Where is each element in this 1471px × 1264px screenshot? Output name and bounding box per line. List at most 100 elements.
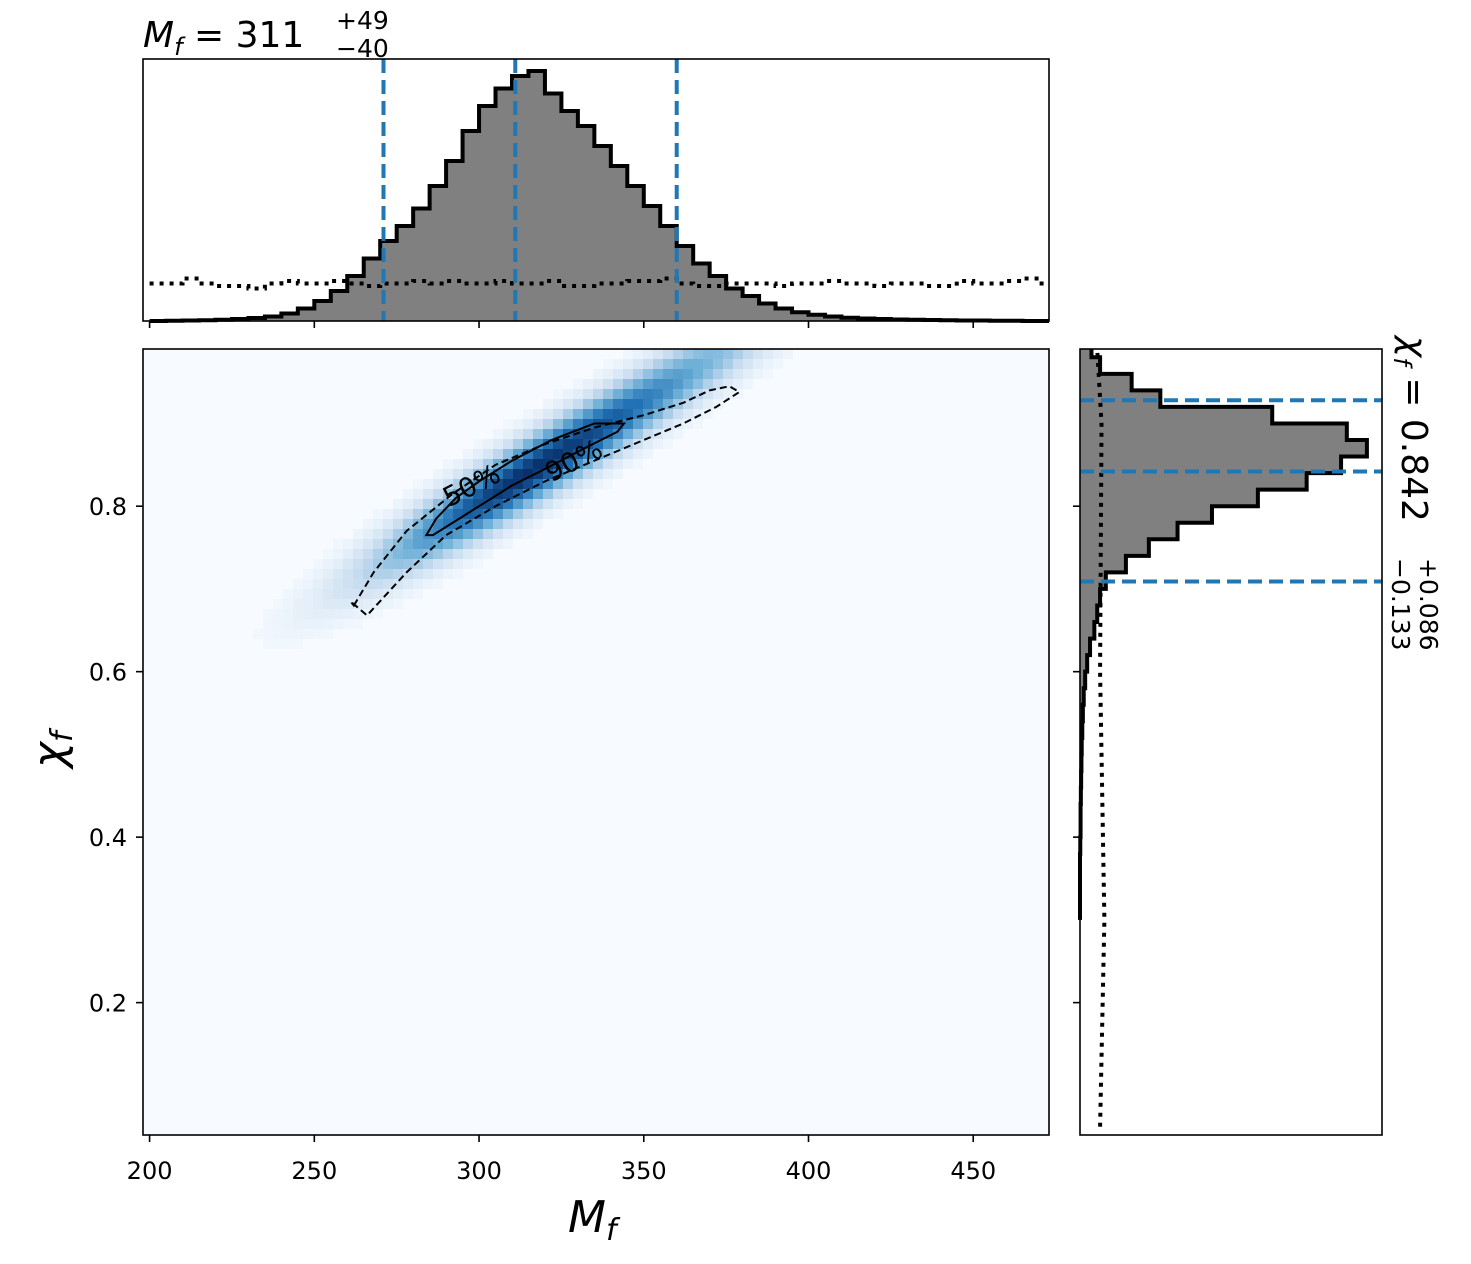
density-cell xyxy=(343,619,353,629)
density-cell xyxy=(453,509,463,519)
density-cell xyxy=(433,579,443,589)
density-cell xyxy=(763,349,773,359)
density-cell xyxy=(503,469,513,479)
density-cell xyxy=(603,459,613,469)
density-cell xyxy=(483,459,493,469)
density-cell xyxy=(273,639,283,649)
density-cell xyxy=(323,559,333,569)
density-cell xyxy=(603,479,613,489)
density-cell xyxy=(393,559,403,569)
density-cell xyxy=(593,469,603,479)
density-cell xyxy=(453,469,463,479)
density-cell xyxy=(483,519,493,529)
density-cell xyxy=(393,519,403,529)
density-cell xyxy=(343,599,353,609)
density-cell xyxy=(463,539,473,549)
density-cell xyxy=(693,419,703,429)
density-cell xyxy=(403,499,413,509)
density-cell xyxy=(483,529,493,539)
density-cell xyxy=(253,629,263,639)
density-cell xyxy=(263,629,273,639)
ytick-label-2: 0.6 xyxy=(89,659,127,687)
contour-90 xyxy=(349,385,742,617)
density-cell xyxy=(313,619,323,629)
density-cell xyxy=(483,449,493,459)
density-cell xyxy=(413,579,423,589)
density-cell xyxy=(593,439,603,449)
density-cell xyxy=(443,559,453,569)
density-cell xyxy=(433,499,443,509)
density-cell xyxy=(643,399,653,409)
y-axis-label-sub: f xyxy=(45,727,80,742)
density-cell xyxy=(663,419,673,429)
density-cell xyxy=(513,419,523,429)
density-cell xyxy=(333,549,343,559)
density-cell xyxy=(453,559,463,569)
density-cell xyxy=(453,569,463,579)
density-cell xyxy=(713,359,723,369)
density-cell xyxy=(303,629,313,639)
density-cell xyxy=(373,579,383,589)
density-cell xyxy=(493,539,503,549)
density-cell xyxy=(513,469,523,479)
density-cell xyxy=(733,369,743,379)
density-cell xyxy=(643,429,653,439)
density-cell xyxy=(553,419,563,429)
density-cell xyxy=(693,349,703,359)
right-histogram-edge xyxy=(1078,349,1369,920)
density-cell xyxy=(603,399,613,409)
density-cell xyxy=(573,409,583,419)
density-cell xyxy=(753,369,763,379)
density-cell xyxy=(473,519,483,529)
density-cell xyxy=(443,499,453,509)
density-cell xyxy=(303,579,313,589)
density-cell xyxy=(333,569,343,579)
density-cell xyxy=(593,409,603,419)
density-cell xyxy=(343,579,353,589)
density-cell xyxy=(473,449,483,459)
density-cell xyxy=(513,439,523,449)
density-cell xyxy=(663,369,673,379)
density-cell xyxy=(453,519,463,529)
xtick-label-1: 250 xyxy=(291,1157,337,1185)
density-cell xyxy=(603,379,613,389)
density-cell xyxy=(503,439,513,449)
density-cell xyxy=(333,599,343,609)
density-cell xyxy=(563,469,573,479)
density-cell xyxy=(713,399,723,409)
density-cell xyxy=(623,439,633,449)
joint-contours xyxy=(349,385,742,617)
density-cell xyxy=(423,539,433,549)
density-cell xyxy=(493,469,503,479)
density-cell xyxy=(503,419,513,429)
density-cell xyxy=(343,609,353,619)
density-cell xyxy=(693,359,703,369)
density-cell xyxy=(293,579,303,589)
density-cell xyxy=(633,429,643,439)
density-cell xyxy=(613,359,623,369)
density-cell xyxy=(613,379,623,389)
density-cell xyxy=(463,469,473,479)
density-cell xyxy=(443,469,453,479)
density-cell xyxy=(533,499,543,509)
density-cell xyxy=(283,639,293,649)
density-cell xyxy=(543,479,553,489)
density-cell xyxy=(353,579,363,589)
density-cell xyxy=(643,359,653,369)
density-cell xyxy=(373,549,383,559)
density-cell xyxy=(673,389,683,399)
ytick-label-3: 0.8 xyxy=(89,493,127,521)
density-cell xyxy=(363,539,373,549)
density-cell xyxy=(633,419,643,429)
density-cell xyxy=(583,389,593,399)
density-cell xyxy=(493,429,503,439)
density-cell xyxy=(393,599,403,609)
density-cell xyxy=(523,489,533,499)
density-cell xyxy=(643,349,653,359)
density-cell xyxy=(543,499,553,509)
density-cell xyxy=(353,569,363,579)
density-cell xyxy=(533,469,543,479)
density-cell xyxy=(473,479,483,489)
density-cell xyxy=(693,409,703,419)
